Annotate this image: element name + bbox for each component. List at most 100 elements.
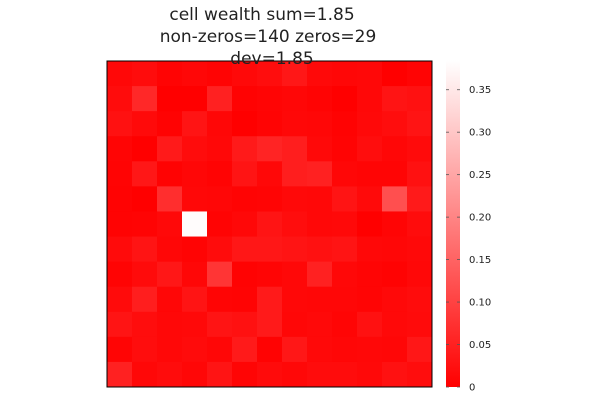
- heatmap-cell: [257, 186, 283, 212]
- heatmap-cell: [307, 86, 333, 112]
- heatmap-cell: [407, 211, 433, 238]
- heatmap-cell: [157, 161, 183, 187]
- heatmap-cell: [332, 161, 358, 187]
- heatmap-cell: [182, 61, 208, 87]
- heatmap-cell: [257, 311, 283, 338]
- heatmap-cell: [282, 186, 308, 212]
- heatmap-cell: [257, 286, 283, 313]
- colorbar-tick-label: 0.15: [469, 255, 491, 266]
- title-line-3: dev=1.85: [230, 49, 313, 69]
- heatmap-cell: [132, 136, 158, 162]
- heatmap-cell: [282, 311, 308, 338]
- heatmap-cell: [107, 136, 133, 162]
- heatmap-cell: [407, 86, 433, 112]
- heatmap-cell: [157, 86, 183, 112]
- heatmap-cell: [107, 261, 133, 288]
- heatmap-cell: [182, 261, 208, 288]
- heatmap-cell: [307, 336, 333, 363]
- heatmap-cell: [107, 311, 133, 338]
- heatmap-cell: [332, 61, 358, 87]
- heatmap-cell: [107, 186, 133, 212]
- heatmap-cell: [207, 236, 233, 263]
- heatmap-cell: [232, 186, 258, 212]
- heatmap-cell: [332, 111, 358, 137]
- heatmap-cell: [407, 61, 433, 87]
- heatmap-cell: [382, 161, 408, 187]
- colorbar-tick-label: 0.10: [469, 298, 491, 309]
- heatmap-cell: [182, 136, 208, 162]
- heatmap-cell: [132, 61, 158, 87]
- heatmap-cell: [357, 111, 383, 137]
- heatmap-cell: [107, 86, 133, 112]
- heatmap-cell: [357, 336, 383, 363]
- colorbar-tick-label: 0.35: [469, 85, 491, 96]
- heatmap-cell: [282, 361, 308, 388]
- heatmap-cell: [257, 211, 283, 238]
- heatmap-cell: [157, 336, 183, 363]
- heatmap-cell: [182, 161, 208, 187]
- heatmap-cell: [107, 236, 133, 263]
- heatmap-cell: [332, 136, 358, 162]
- heatmap-cell: [182, 361, 208, 388]
- heatmap-cell: [357, 61, 383, 87]
- heatmap-cell: [232, 61, 258, 87]
- heatmap-cell: [207, 336, 233, 363]
- heatmap-cell: [232, 86, 258, 112]
- heatmap-cell: [232, 361, 258, 388]
- heatmap-cell: [382, 261, 408, 288]
- heatmap-cell: [182, 336, 208, 363]
- heatmap-cell: [207, 161, 233, 187]
- colorbar-tick-label: 0.30: [469, 128, 491, 139]
- heatmap-cell: [182, 86, 208, 112]
- heatmap-cell: [307, 186, 333, 212]
- heatmap-cell: [407, 236, 433, 263]
- heatmap-cell: [207, 111, 233, 137]
- heatmap-cell: [382, 286, 408, 313]
- heatmap-cell: [407, 111, 433, 137]
- heatmap-cell: [207, 186, 233, 212]
- heatmap-cell: [257, 61, 283, 87]
- heatmap-cell: [157, 236, 183, 263]
- heatmap-cell: [132, 361, 158, 388]
- heatmap-cell: [157, 136, 183, 162]
- heatmap-cell: [282, 86, 308, 112]
- heatmap-cell: [132, 336, 158, 363]
- heatmap-cells: [107, 61, 433, 388]
- heatmap-cell: [132, 111, 158, 137]
- heatmap-cell: [182, 236, 208, 263]
- heatmap-cell: [232, 136, 258, 162]
- heatmap-cell: [382, 136, 408, 162]
- colorbar-tick-label: 0.25: [469, 170, 491, 181]
- heatmap-cell: [282, 336, 308, 363]
- heatmap-cell: [382, 86, 408, 112]
- heatmap-cell: [107, 336, 133, 363]
- heatmap-cell: [357, 286, 383, 313]
- heatmap-cell: [232, 311, 258, 338]
- colorbar-tick-label: 0.05: [469, 340, 491, 351]
- heatmap-cell: [132, 86, 158, 112]
- heatmap-cell: [132, 236, 158, 263]
- heatmap-cell: [257, 111, 283, 137]
- heatmap-cell: [232, 161, 258, 187]
- heatmap-cell: [207, 211, 233, 238]
- heatmap-cell: [157, 261, 183, 288]
- heatmap-cell: [382, 236, 408, 263]
- colorbar: [446, 60, 460, 387]
- heatmap-cell: [282, 261, 308, 288]
- heatmap-cell: [307, 61, 333, 87]
- heatmap-cell: [257, 161, 283, 187]
- heatmap-cell: [307, 236, 333, 263]
- heatmap-cell: [232, 236, 258, 263]
- colorbar-ticks: 0 0.05 0.10 0.15 0.20 0.25 0.30 0.35: [446, 85, 491, 394]
- heatmap-cell: [407, 136, 433, 162]
- heatmap-cell: [132, 311, 158, 338]
- heatmap-cell: [182, 286, 208, 313]
- heatmap-cell: [207, 61, 233, 87]
- heatmap-cell: [332, 236, 358, 263]
- heatmap-cell: [307, 111, 333, 137]
- heatmap-cell: [132, 186, 158, 212]
- heatmap-cell: [382, 111, 408, 137]
- heatmap-cell: [382, 361, 408, 388]
- heatmap-cell: [157, 361, 183, 388]
- title-line-2: non-zeros=140 zeros=29: [160, 27, 377, 47]
